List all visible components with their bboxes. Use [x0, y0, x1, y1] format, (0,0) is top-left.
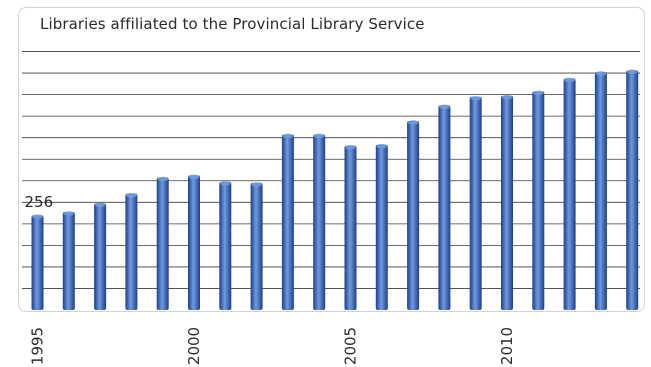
bar-body [31, 215, 44, 310]
x-tick-label: 2005 [342, 327, 360, 365]
bar [626, 69, 639, 310]
bar [594, 71, 607, 310]
bar-top-highlight [251, 182, 263, 187]
bar-body [626, 70, 639, 310]
bar-top-highlight [94, 202, 106, 208]
bar-top-highlight [32, 214, 43, 219]
bar-top-highlight [626, 69, 638, 75]
bar [375, 143, 388, 310]
bar-top-highlight [407, 120, 419, 125]
gridlines [22, 51, 640, 289]
bar-top-highlight [470, 96, 482, 101]
bar-top-highlight [501, 94, 513, 100]
x-tick-label: 1995 [29, 327, 47, 365]
bar [94, 202, 107, 310]
bar [313, 133, 326, 310]
bar [438, 104, 451, 310]
bar-top-highlight [438, 104, 450, 110]
bar-top-highlight [313, 133, 325, 139]
bar-top-highlight [63, 211, 75, 216]
bar-top-highlight [125, 192, 137, 198]
bar [532, 90, 545, 310]
bar-top-highlight [188, 174, 200, 180]
bar-body [344, 145, 357, 310]
bar-top-highlight [219, 181, 231, 186]
x-tick-label: 2010 [498, 327, 516, 365]
bar-body [594, 72, 607, 310]
bar [344, 145, 357, 310]
bar-body [532, 91, 545, 310]
bar-body [188, 175, 200, 310]
bar-body [62, 212, 75, 310]
bar-top-highlight [376, 143, 388, 149]
bar-body [219, 181, 232, 310]
bar-body [438, 105, 451, 310]
data-label: 256 [25, 193, 54, 211]
bar-body [407, 121, 420, 310]
bar [219, 181, 232, 310]
bar [250, 182, 263, 310]
bar-top-highlight [564, 77, 576, 83]
bars [31, 69, 639, 311]
bar [188, 174, 200, 310]
bar-body [313, 134, 326, 310]
bar-top-highlight [532, 90, 544, 96]
bar [469, 96, 482, 311]
bar-top-highlight [345, 145, 356, 150]
bar [62, 211, 75, 310]
bar-top-highlight [157, 176, 169, 182]
bar-top-highlight [595, 71, 607, 76]
bar [156, 176, 169, 310]
bar-body [375, 144, 388, 310]
bar-body [501, 95, 513, 310]
bar [281, 133, 294, 310]
bar [407, 120, 420, 310]
bar-body [156, 177, 169, 310]
bar [31, 214, 44, 310]
bar-body [250, 182, 263, 310]
bar-body [563, 78, 576, 310]
bar-body [281, 134, 294, 310]
bar [501, 94, 513, 310]
labels: 1995 2000 2005 2010 256 [25, 193, 517, 365]
x-tick-label: 2000 [185, 327, 203, 365]
bar-body [94, 203, 107, 310]
bar-body [125, 193, 138, 310]
bar [125, 192, 138, 310]
chart-title: Libraries affiliated to the Provincial L… [40, 15, 425, 33]
bar [563, 77, 576, 310]
bar-top-highlight [282, 133, 294, 139]
bar-body [469, 96, 482, 311]
